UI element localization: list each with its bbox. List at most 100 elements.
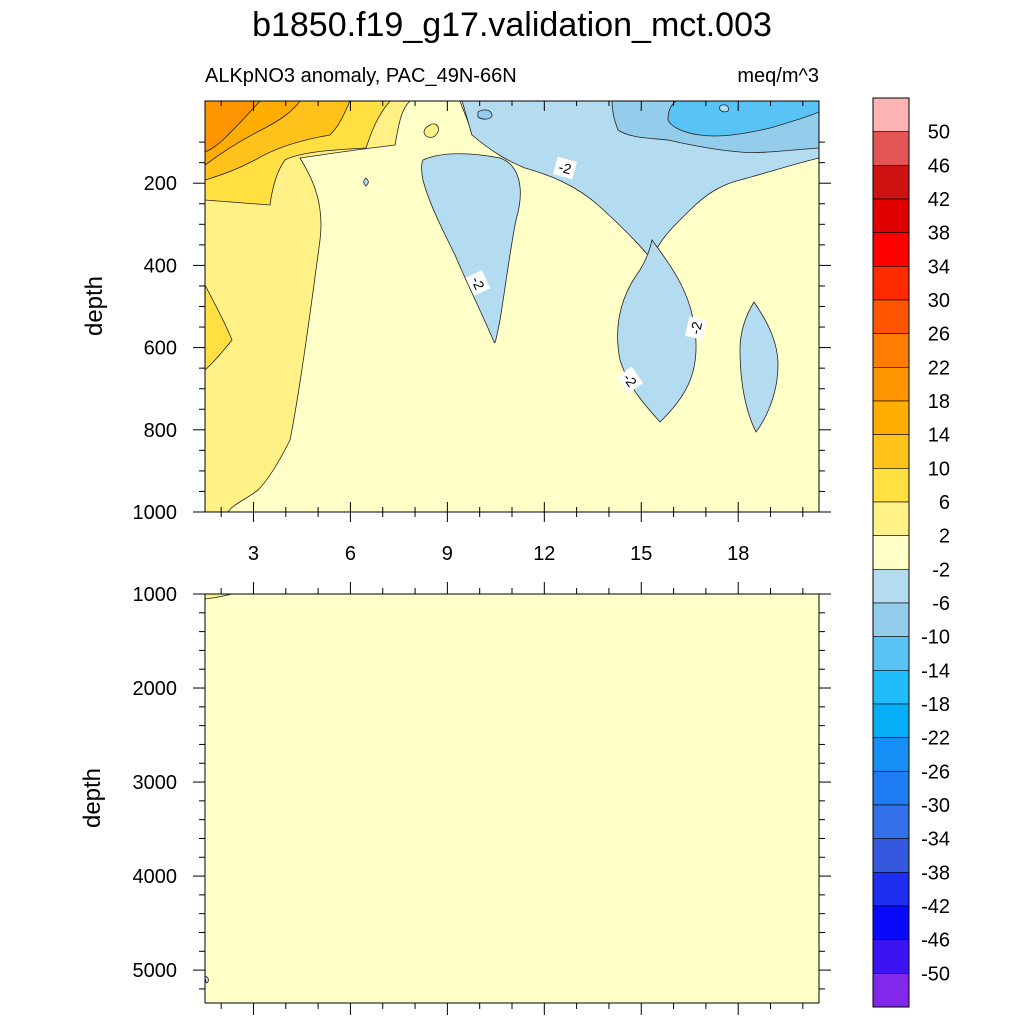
- colorbar-label: -42: [921, 896, 950, 918]
- colorbar-swatch: [872, 468, 910, 503]
- upper-ylabel: depth: [81, 276, 108, 336]
- colorbar-label: -18: [921, 694, 950, 716]
- fill-level-neg10-neg14: [667, 101, 819, 137]
- colorbar-swatch: [872, 905, 910, 940]
- colorbar-label: 10: [928, 458, 950, 480]
- colorbar-label: 14: [928, 425, 950, 447]
- colorbar-swatch: [872, 535, 910, 570]
- contour-label: -2: [557, 159, 573, 178]
- colorbar-swatch: [872, 400, 910, 435]
- colorbar-label: -50: [921, 963, 950, 985]
- lower-ylabel: depth: [79, 768, 106, 828]
- colorbar-label: 26: [928, 324, 950, 346]
- x-tick-label: 15: [630, 543, 652, 565]
- upper-panel: -2 -2 -2 -2 3 6 9 12 15 18 200 400 600 800 1000 de…: [81, 100, 831, 565]
- fill-bubble-small: [363, 177, 369, 187]
- colorbar-label: 34: [928, 256, 950, 278]
- colorbar-label: 18: [928, 391, 950, 413]
- colorbar-swatch: [872, 737, 910, 772]
- y-tick-label: 1000: [133, 502, 178, 524]
- colorbar-swatch: [872, 973, 910, 1008]
- colorbar-label: 2: [939, 526, 950, 548]
- colorbar-label: -22: [921, 728, 950, 750]
- upper-panel-tick-labels: 3 6 9 12 15 18 200 400 600 800 1000: [133, 173, 750, 565]
- contour-label-bg: [685, 316, 707, 340]
- y-tick-label: 400: [144, 255, 177, 277]
- colorbar-label: -26: [921, 761, 950, 783]
- colorbar-swatch: [872, 804, 910, 839]
- colorbar-swatch: [872, 367, 910, 402]
- colorbar-swatch: [872, 838, 910, 873]
- x-tick-label: 6: [345, 543, 356, 565]
- contour-label-bg: [616, 366, 644, 394]
- colorbar-label: 50: [928, 122, 950, 144]
- lower-panel: 1000 2000 3000 4000 5000 depth: [79, 582, 831, 1015]
- colorbar-swatch: [872, 232, 910, 267]
- x-tick-label: 12: [533, 543, 555, 565]
- colorbar-label: -2: [932, 559, 950, 581]
- colorbar-swatch: [872, 872, 910, 907]
- upper-panel-fills: [205, 101, 819, 512]
- colorbar-swatch: [872, 97, 910, 132]
- colorbar-swatch: [872, 266, 910, 301]
- upper-panel-ticks: [193, 101, 831, 522]
- colorbar-frame: [872, 97, 910, 1008]
- x-tick-label: 9: [442, 543, 453, 565]
- colorbar-label: -30: [921, 795, 950, 817]
- fill-bubble-blue-small: [477, 109, 493, 120]
- colorbar-label: 6: [939, 492, 950, 514]
- y-tick-label: 600: [144, 338, 177, 360]
- colorbar-swatch: [872, 299, 910, 334]
- colorbar: 50 46 42 38 34 30 26 22 18 14 10 6 2 -2 -6 -10 -14 -18 -22…: [872, 97, 950, 1008]
- colorbar-swatch: [872, 569, 910, 604]
- colorbar-swatch: [872, 501, 910, 536]
- fill-level-neg2-neg6-plume-west: [421, 153, 521, 344]
- colorbar-label: -34: [921, 829, 950, 851]
- chart-subtitle-right: meq/m^3: [737, 65, 819, 87]
- y-tick-label: 4000: [133, 866, 178, 888]
- colorbar-label: -6: [932, 593, 950, 615]
- colorbar-swatch: [872, 434, 910, 469]
- colorbar-swatch: [872, 703, 910, 738]
- colorbar-label: -46: [921, 930, 950, 952]
- colorbar-label: 30: [928, 290, 950, 312]
- y-tick-label: 200: [144, 173, 177, 195]
- contour-label: -2: [687, 320, 705, 336]
- colorbar-label: 46: [928, 155, 950, 177]
- colorbar-label: 42: [928, 189, 950, 211]
- fill-bubble-yellow: [423, 123, 439, 138]
- contour-label-bg: [553, 156, 577, 180]
- fill-level-6-10-west: [205, 284, 233, 371]
- x-tick-label: 3: [248, 543, 259, 565]
- chart-subtitle-left: ALKpNO3 anomaly, PAC_49N-66N: [205, 65, 517, 87]
- y-tick-label: 3000: [133, 772, 178, 794]
- lower-panel-fills: [205, 594, 819, 1003]
- fill-level-neg2-neg6-patch-east: [739, 301, 779, 433]
- contour-label-bg: [465, 270, 491, 296]
- colorbar-label: 38: [928, 223, 950, 245]
- y-tick-label: 1000: [133, 584, 178, 606]
- colorbar-swatch: [872, 131, 910, 166]
- lower-panel-tick-labels: 1000 2000 3000 4000 5000: [133, 584, 178, 982]
- colorbar-swatch: [872, 198, 910, 233]
- fill-level-neutral: [205, 594, 819, 1003]
- colorbar-label: -10: [921, 627, 950, 649]
- lower-panel-ticks: [193, 582, 831, 1015]
- y-tick-label: 800: [144, 420, 177, 442]
- colorbar-swatch: [872, 771, 910, 806]
- colorbar-label: -38: [921, 862, 950, 884]
- x-tick-label: 18: [727, 543, 749, 565]
- y-tick-label: 2000: [133, 678, 178, 700]
- chart-title: b1850.f19_g17.validation_mct.003: [252, 6, 772, 44]
- colorbar-swatch: [872, 939, 910, 974]
- colorbar-label: -14: [921, 660, 950, 682]
- colorbar-label: 22: [928, 357, 950, 379]
- upper-contour-labels: -2 -2 -2 -2: [465, 156, 707, 394]
- colorbar-swatch: [872, 333, 910, 368]
- y-tick-label: 5000: [133, 960, 178, 982]
- colorbar-swatch: [872, 165, 910, 200]
- colorbar-swatch: [872, 670, 910, 705]
- colorbar-swatch: [872, 602, 910, 637]
- colorbar-swatch: [872, 636, 910, 671]
